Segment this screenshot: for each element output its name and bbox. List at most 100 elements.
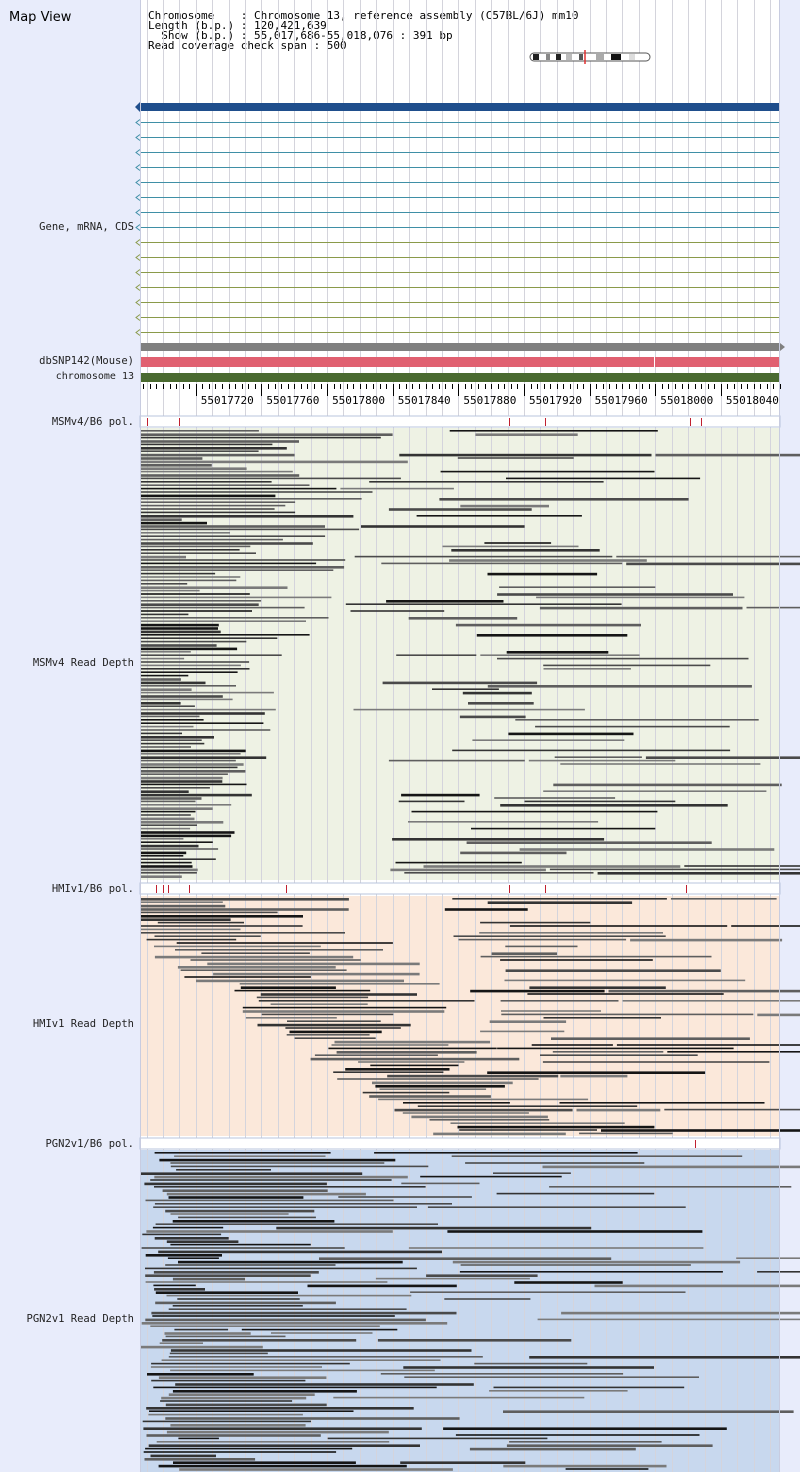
sequence-read — [140, 457, 203, 460]
pgn-pol-label: PGN2v1/B6 pol. — [45, 1138, 134, 1150]
sequence-read — [411, 810, 658, 813]
sequence-read — [455, 1434, 700, 1436]
axis-tick-label: 55017960 — [595, 394, 648, 407]
sequence-read — [746, 606, 800, 609]
transcript-strand-arrow — [135, 149, 141, 156]
sequence-read — [140, 753, 241, 755]
sequence-read — [497, 1047, 734, 1050]
sequence-read — [155, 1291, 298, 1294]
axis-tick-label: 55017920 — [529, 394, 582, 407]
sequence-read — [378, 1098, 589, 1101]
sequence-read — [154, 1237, 229, 1240]
sequence-read — [140, 593, 250, 595]
sequence-read — [140, 898, 349, 901]
sequence-read — [168, 1196, 304, 1199]
transcript-strand-arrow — [135, 194, 141, 201]
dbsnp-bar — [140, 357, 780, 367]
sequence-read — [493, 1386, 685, 1389]
sequence-read — [167, 1257, 219, 1259]
sequence-read — [140, 440, 299, 443]
sequence-read — [140, 674, 189, 677]
sequence-read — [496, 1192, 655, 1195]
sequence-read — [174, 1155, 326, 1157]
sequence-read — [664, 1108, 800, 1111]
hmi-depth-label: HMIv1 Read Depth — [32, 1018, 134, 1030]
sequence-read — [403, 1366, 654, 1369]
sequence-read — [276, 1226, 592, 1230]
sequence-read — [140, 474, 300, 477]
chromosome-bar — [140, 373, 780, 382]
sequence-read — [362, 1091, 450, 1094]
sequence-read — [143, 1427, 422, 1430]
sequence-read — [442, 545, 579, 548]
sequence-read — [386, 600, 504, 603]
pgn-read-pileup — [140, 1152, 800, 1471]
sequence-read — [432, 688, 499, 690]
sequence-read — [166, 1240, 239, 1243]
show-line: Show (b.p.) : 55,017,686-55,018,076 : 39… — [148, 29, 453, 42]
sequence-read — [645, 756, 800, 759]
sequence-read — [479, 932, 663, 934]
sequence-read — [528, 759, 676, 762]
sequence-read — [452, 898, 667, 900]
sequence-read — [458, 938, 627, 941]
ideogram-band — [533, 54, 539, 60]
sequence-read — [500, 959, 653, 961]
sequence-read — [404, 1376, 699, 1378]
sequence-read — [140, 447, 287, 450]
sequence-read — [487, 1071, 706, 1074]
sequence-read — [506, 1444, 713, 1447]
sequence-read — [146, 1407, 414, 1410]
sequence-read — [140, 705, 195, 707]
sequence-read — [505, 945, 578, 948]
sequence-read — [140, 661, 250, 663]
sequence-read — [553, 783, 782, 787]
sequence-read — [144, 1182, 327, 1186]
sequence-read — [140, 773, 228, 775]
sequence-read — [608, 989, 800, 993]
sequence-read — [560, 1074, 628, 1078]
sequence-read — [166, 1294, 412, 1297]
sequence-read — [140, 712, 265, 715]
sequence-read — [670, 898, 777, 900]
transcript-strand-arrow — [135, 284, 141, 291]
sequence-read — [470, 989, 605, 993]
sequence-read — [491, 952, 557, 955]
sequence-read — [175, 949, 383, 951]
dbsnp-track-label: dbSNP142(Mouse) — [39, 355, 134, 367]
sequence-read — [509, 925, 728, 927]
sequence-read — [150, 1366, 322, 1368]
sequence-read — [155, 1223, 438, 1225]
sequence-read — [159, 1158, 396, 1162]
sequence-read — [140, 865, 193, 868]
sequence-read — [420, 1175, 562, 1178]
sequence-read — [147, 1373, 254, 1376]
sequence-read — [505, 969, 721, 972]
sequence-read — [480, 654, 640, 656]
sequence-read — [331, 1044, 449, 1046]
sequence-read — [140, 841, 213, 843]
sequence-read — [256, 996, 369, 999]
transcript-strand-arrow — [135, 314, 141, 321]
sequence-read — [667, 1051, 800, 1053]
sequence-read — [148, 1413, 303, 1416]
sequence-read — [542, 1061, 770, 1063]
region-info: Chromosome : Chromosome 13, reference as… — [148, 10, 578, 51]
sequence-read — [334, 1040, 491, 1044]
sequence-read — [140, 904, 226, 908]
sequence-read — [140, 528, 360, 531]
sequence-read — [469, 1447, 636, 1451]
sequence-read — [140, 484, 310, 486]
transcript-strand-arrow — [135, 209, 141, 216]
sequence-read — [401, 1182, 480, 1185]
sequence-read — [539, 606, 743, 610]
sequence-read — [353, 708, 585, 711]
sequence-read — [565, 1468, 649, 1470]
sequence-read — [140, 780, 223, 783]
sequence-read — [140, 664, 241, 667]
sequence-read — [501, 1013, 754, 1016]
transcript-strand-arrow — [135, 179, 141, 186]
sequence-read — [156, 1441, 390, 1443]
sequence-read — [333, 1071, 444, 1073]
